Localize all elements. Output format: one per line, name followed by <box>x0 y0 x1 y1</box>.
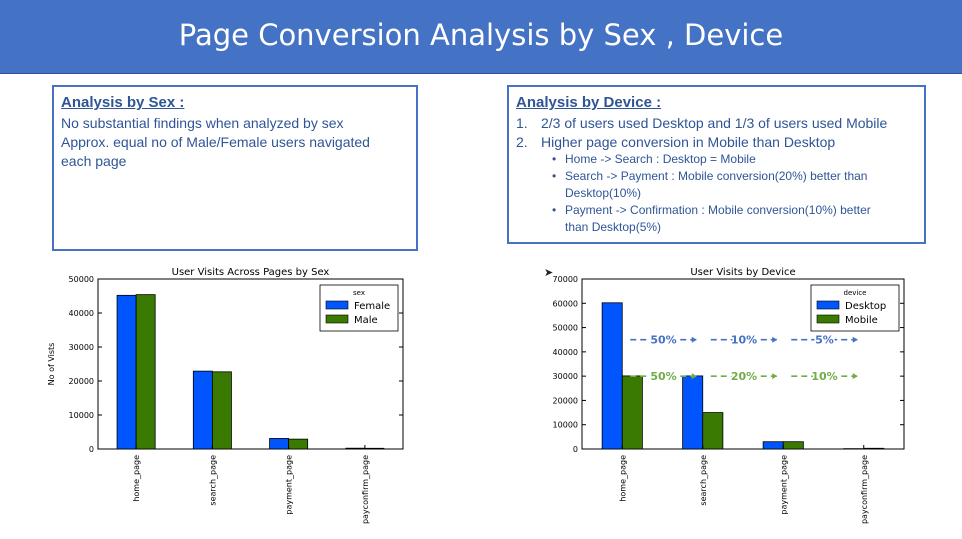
arrow-head-icon <box>772 373 778 380</box>
legend-swatch <box>325 314 349 324</box>
bullet-line-2: Search -> Payment : Mobile conversion(20… <box>565 169 868 183</box>
chart-title: User Visits Across Pages by Sex <box>172 267 330 278</box>
device-chart: User Visits by Device 0 10000 20000 30000 400… <box>530 262 930 532</box>
y-tick-label: 50000 <box>553 324 578 333</box>
bar-female-home_page <box>116 294 137 450</box>
y-tick-label: 40000 <box>69 309 94 318</box>
analysis-by-device-box: Analysis by Device : 1. 2/3 of users use… <box>507 85 926 244</box>
y-tick-label: 30000 <box>69 343 94 352</box>
point-text-2: Higher page conversion in Mobile than De… <box>541 134 836 150</box>
y-tick-label: 30000 <box>553 372 578 381</box>
y-tick-label: 20000 <box>69 377 94 386</box>
mouse-cursor-icon: ➤ <box>544 267 554 279</box>
bar-male-payment_page <box>288 438 309 450</box>
annotation-label: 5% <box>815 334 834 347</box>
bullet-line-3-cont: than Desktop(5%) <box>565 220 662 234</box>
bullet-line-3: Payment -> Confirmation : Mobile convers… <box>565 203 871 217</box>
bullet-line-1: Home -> Search : Desktop = Mobile <box>565 152 756 166</box>
point-number-2: 2. <box>516 134 528 150</box>
arrow-head-icon <box>691 336 697 343</box>
y-tick-label: 50000 <box>69 275 94 284</box>
legend-label: Female <box>354 301 390 312</box>
legend-swatch <box>816 300 840 310</box>
bar-mobile-search_page <box>702 412 724 450</box>
y-axis-label: No of Vists <box>47 343 56 386</box>
x-tick-label: payment_page <box>285 455 294 515</box>
bar-male-payconfirm_page <box>364 447 385 450</box>
arrow-head-icon <box>691 373 697 380</box>
point-text-1: 2/3 of users used Desktop and 1/3 of use… <box>541 115 888 131</box>
x-tick-label: home_page <box>132 455 141 502</box>
device-bar-chart: User Visits by Device 0 10000 20000 30000 400… <box>553 267 905 524</box>
page-title: Page Conversion Analysis by Sex , Device <box>178 18 784 52</box>
bullet-dot: • <box>552 169 557 183</box>
bar-mobile-payconfirm_page <box>863 447 885 450</box>
x-tick-label: payment_page <box>779 455 788 515</box>
bar-desktop-payment_page <box>762 441 784 450</box>
arrow-head-icon <box>852 336 858 343</box>
y-tick-label: 10000 <box>553 421 578 430</box>
legend-label: Male <box>354 315 378 326</box>
point-number-1: 1. <box>516 115 528 131</box>
y-tick-label: 0 <box>573 445 578 454</box>
sex-line-2: Approx. equal no of Male/Female users na… <box>61 134 370 150</box>
bar-desktop-search_page <box>682 375 704 450</box>
arrow-head-icon <box>772 336 778 343</box>
bullet-dot: • <box>552 203 557 217</box>
title-banner: Page Conversion Analysis by Sex , Device <box>0 0 962 74</box>
bullet-dot: • <box>552 152 557 166</box>
analysis-by-sex-box: Analysis by Sex : No substantial finding… <box>52 85 418 251</box>
annotation-label: 10% <box>811 370 837 383</box>
y-tick-label: 10000 <box>69 411 94 420</box>
legend-swatch <box>325 300 349 310</box>
annotation-label: 10% <box>731 334 757 347</box>
bar-male-search_page <box>211 371 232 450</box>
sex-line-1: No substantial findings when analyzed by… <box>61 115 344 131</box>
chart-title: User Visits by Device <box>690 267 795 278</box>
y-tick-label: 70000 <box>553 275 578 284</box>
legend-label: Mobile <box>845 315 878 326</box>
y-tick-label: 0 <box>89 445 94 454</box>
bar-desktop-home_page <box>601 302 623 450</box>
y-tick-label: 40000 <box>553 348 578 357</box>
analysis-by-sex-heading: Analysis by Sex : <box>61 94 185 111</box>
arrow-head-icon <box>852 373 858 380</box>
bar-female-payconfirm_page <box>345 447 366 450</box>
bar-male-home_page <box>135 294 156 450</box>
bullet-line-2-cont: Desktop(10%) <box>565 186 642 200</box>
sex-bar-chart: User Visits Across Pages by Sex No of Vis… <box>47 267 404 524</box>
plot-frame <box>97 278 404 450</box>
x-tick-label: payconfirm_page <box>860 455 869 524</box>
y-tick-label: 20000 <box>553 396 578 405</box>
sex-chart: User Visits Across Pages by Sex No of Vis… <box>40 262 440 532</box>
x-tick-label: search_page <box>208 455 217 506</box>
bar-female-payment_page <box>269 438 290 450</box>
y-tick-label: 60000 <box>553 299 578 308</box>
bar-mobile-payment_page <box>782 441 804 450</box>
sex-line-3: each page <box>61 153 127 169</box>
x-tick-label: payconfirm_page <box>361 455 370 524</box>
legend-label: Desktop <box>845 301 886 312</box>
x-tick-label: home_page <box>618 455 627 502</box>
legend-title: sex <box>353 289 365 297</box>
bar-mobile-home_page <box>621 375 643 450</box>
x-tick-label: search_page <box>699 455 708 506</box>
legend-title: device <box>844 289 867 297</box>
annotation-label: 50% <box>650 370 676 383</box>
plot-frame <box>581 278 905 450</box>
bar-female-search_page <box>192 370 213 450</box>
analysis-by-device-heading: Analysis by Device : <box>516 94 662 111</box>
annotation-label: 50% <box>650 334 676 347</box>
annotation-label: 20% <box>731 370 757 383</box>
legend-swatch <box>816 314 840 324</box>
